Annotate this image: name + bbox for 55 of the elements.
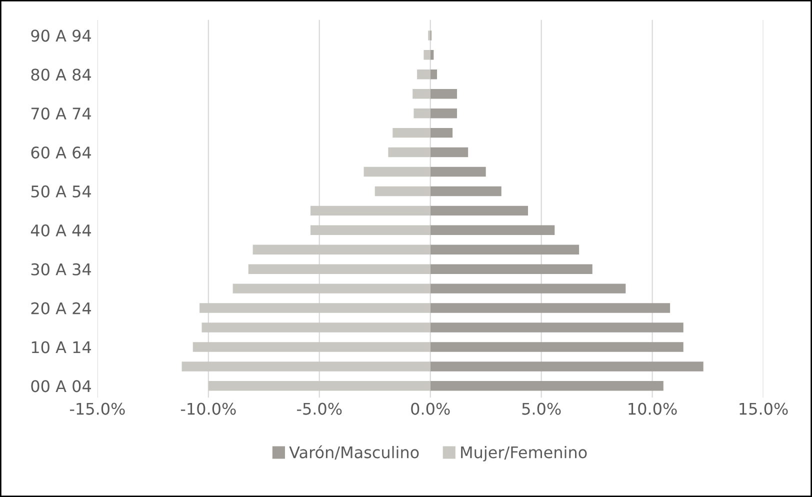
y-tick-label: 00 A 04	[31, 380, 91, 392]
bar	[414, 108, 430, 118]
bar	[392, 128, 430, 138]
bar	[430, 264, 592, 274]
bar	[430, 50, 434, 60]
bar	[430, 128, 453, 138]
legend-label: Varón/Masculino	[289, 445, 419, 460]
y-tick-label: 30 A 34	[31, 263, 91, 276]
bar	[182, 362, 430, 372]
bar	[430, 89, 457, 99]
bar	[310, 225, 430, 236]
bar	[252, 244, 430, 254]
bar	[430, 381, 664, 391]
bar	[310, 206, 430, 216]
x-tick-label: 15.0%	[740, 402, 788, 415]
bar	[430, 70, 438, 80]
bar	[430, 108, 457, 118]
bar	[192, 342, 430, 352]
bar	[430, 342, 684, 352]
x-tick-label: 10.0%	[628, 402, 677, 415]
bar	[430, 166, 486, 177]
y-tick-label: 70 A 74	[31, 108, 91, 120]
bar	[430, 284, 626, 294]
y-tick-label: 80 A 84	[31, 68, 91, 81]
bar	[364, 166, 430, 177]
x-tick-label: -15.0%	[70, 402, 125, 415]
x-tick-label: 0.0%	[411, 402, 450, 415]
bar	[430, 362, 704, 372]
y-tick-label: 40 A 44	[30, 224, 91, 236]
bar	[430, 206, 528, 216]
bar	[200, 303, 430, 313]
bar	[248, 264, 430, 274]
legend-label: Mujer/Femenino	[461, 446, 587, 462]
x-tick-label: -5.0%	[297, 402, 342, 415]
bar	[424, 50, 430, 60]
bar	[430, 244, 580, 254]
bar	[430, 322, 684, 332]
bar	[202, 322, 430, 332]
x-tick-label: 5.0%	[522, 402, 561, 415]
bar	[430, 186, 502, 196]
y-tick-label: 90 A 94	[31, 30, 91, 42]
bar	[430, 147, 468, 158]
y-tick-label: 50 A 54	[31, 185, 91, 198]
bar	[232, 284, 430, 294]
bar	[417, 70, 430, 80]
y-tick-label: 60 A 64	[31, 146, 91, 159]
bar	[430, 225, 555, 236]
x-tick-label: -10.0%	[180, 402, 236, 415]
bar	[430, 303, 670, 313]
bar	[388, 147, 430, 158]
y-tick-label: 20 A 24	[31, 302, 91, 314]
y-tick-label: 10 A 14	[32, 341, 91, 354]
bar	[374, 186, 430, 196]
bar	[208, 381, 430, 391]
bar	[412, 89, 430, 99]
